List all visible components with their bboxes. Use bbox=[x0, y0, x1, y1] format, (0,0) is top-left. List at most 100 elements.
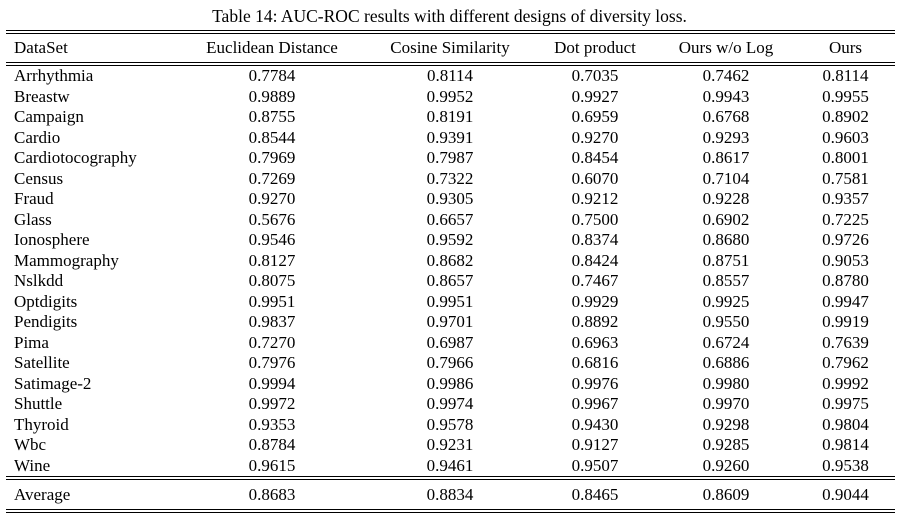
value-cell: 0.9701 bbox=[426, 312, 474, 331]
table-caption: Table 14: AUC-ROC results with different… bbox=[212, 6, 687, 26]
dataset-cell: Mammography bbox=[14, 250, 119, 270]
value-cell: 0.9976 bbox=[571, 373, 619, 393]
value-cell: 0.9430 bbox=[571, 414, 619, 434]
value-cell: 0.9994 bbox=[248, 373, 296, 393]
table-row-arrhythmia: Arrhythmia 0.7784 0.8114 0.7035 0.7462 0.8114 bbox=[6, 64, 895, 87]
value-cell: 0.7322 bbox=[426, 168, 474, 188]
value-cell: 0.9929 bbox=[571, 291, 619, 311]
value-cell: 0.7035 bbox=[571, 66, 619, 85]
dataset-cell: Optdigits bbox=[14, 291, 78, 311]
value-cell: 0.9980 bbox=[702, 373, 750, 393]
value-cell: 0.8751 bbox=[702, 250, 750, 270]
dataset-cell: Satimage-2 bbox=[14, 373, 92, 393]
dataset-cell: Cardiotocography bbox=[14, 148, 137, 167]
value-cell: 0.7966 bbox=[426, 353, 474, 372]
value-cell: 0.8114 bbox=[822, 66, 869, 85]
dataset-cell: Pima bbox=[14, 332, 49, 352]
value-cell: 0.7500 bbox=[571, 209, 619, 229]
average-value-cell: 0.8683 bbox=[248, 484, 296, 504]
value-cell: 0.9967 bbox=[571, 394, 619, 413]
dataset-cell: Nslkdd bbox=[14, 271, 64, 290]
value-cell: 0.9357 bbox=[822, 189, 869, 208]
column-header-cosine-similarity: Cosine Similarity bbox=[390, 38, 510, 57]
dataset-cell: Ionosphere bbox=[14, 230, 90, 249]
value-cell: 0.9972 bbox=[248, 394, 296, 413]
table-row-shuttle: Shuttle 0.9972 0.9974 0.9967 0.9970 0.9975 bbox=[6, 394, 895, 415]
value-cell: 0.9837 bbox=[248, 312, 296, 331]
value-cell: 0.7104 bbox=[702, 168, 750, 188]
dataset-cell: Fraud bbox=[14, 189, 54, 208]
value-cell: 0.8454 bbox=[571, 148, 619, 167]
table-row-satellite: Satellite 0.7976 0.7966 0.6816 0.6886 0.7962 bbox=[6, 353, 895, 374]
value-cell: 0.8374 bbox=[571, 230, 619, 249]
value-cell: 0.7784 bbox=[248, 66, 296, 85]
value-cell: 0.6657 bbox=[426, 209, 474, 229]
value-cell: 0.6987 bbox=[426, 332, 474, 352]
average-row: Average 0.8683 0.8834 0.8465 0.8609 0.9044 bbox=[6, 478, 895, 511]
value-cell: 0.8424 bbox=[571, 250, 619, 270]
average-value-cell: 0.8609 bbox=[702, 484, 750, 504]
value-cell: 0.6070 bbox=[571, 168, 619, 188]
value-cell: 0.9889 bbox=[248, 86, 296, 106]
table-row-thyroid: Thyroid 0.9353 0.9578 0.9430 0.9298 0.9804 bbox=[6, 415, 895, 436]
dataset-cell: Shuttle bbox=[14, 394, 63, 413]
table-footer: Average 0.8683 0.8834 0.8465 0.8609 0.9044 bbox=[6, 478, 895, 511]
value-cell: 0.7269 bbox=[248, 168, 296, 188]
dataset-cell: Census bbox=[14, 168, 64, 188]
value-cell: 0.9974 bbox=[426, 394, 474, 413]
table-row-mammography: Mammography 0.8127 0.8682 0.8424 0.8751 0.905… bbox=[6, 251, 895, 272]
header-row: DataSet Euclidean Distance Cosine Similari… bbox=[6, 32, 895, 64]
dataset-cell: Arrhythmia bbox=[14, 66, 94, 85]
value-cell: 0.9228 bbox=[702, 189, 750, 208]
value-cell: 0.8544 bbox=[248, 127, 296, 147]
value-cell: 0.9305 bbox=[426, 189, 474, 208]
column-header-ours: Ours bbox=[828, 38, 863, 57]
value-cell: 0.7467 bbox=[571, 271, 619, 290]
value-cell: 0.9538 bbox=[822, 455, 869, 475]
value-cell: 0.8902 bbox=[822, 107, 869, 126]
value-cell: 0.9952 bbox=[426, 86, 474, 106]
value-cell: 0.9270 bbox=[571, 127, 619, 147]
value-cell: 0.7462 bbox=[702, 66, 750, 85]
table-row-glass: Glass 0.5676 0.6657 0.7500 0.6902 0.7225 bbox=[6, 210, 895, 231]
value-cell: 0.9943 bbox=[702, 86, 750, 106]
dataset-cell: Cardio bbox=[14, 127, 61, 147]
value-cell: 0.8682 bbox=[426, 250, 474, 270]
table-row-satimage-2: Satimage-2 0.9994 0.9986 0.9976 0.9980 0.9992 bbox=[6, 374, 895, 395]
value-cell: 0.8191 bbox=[426, 107, 474, 126]
value-cell: 0.9927 bbox=[571, 86, 619, 106]
value-cell: 0.6768 bbox=[702, 107, 750, 126]
value-cell: 0.9231 bbox=[426, 435, 474, 454]
table-row-optdigits: Optdigits 0.9951 0.9951 0.9929 0.9925 0.9947 bbox=[6, 292, 895, 313]
value-cell: 0.8780 bbox=[822, 271, 869, 290]
value-cell: 0.9270 bbox=[248, 189, 296, 208]
table-row-pima: Pima 0.7270 0.6987 0.6963 0.6724 0.7639 bbox=[6, 333, 895, 354]
value-cell: 0.9298 bbox=[702, 414, 750, 434]
value-cell: 0.8657 bbox=[426, 271, 474, 290]
column-header-dataset: DataSet bbox=[14, 38, 68, 57]
column-header-dot-product: Dot product bbox=[554, 38, 636, 57]
value-cell: 0.7969 bbox=[248, 148, 296, 167]
value-cell: 0.8114 bbox=[426, 66, 474, 85]
table-row-wine: Wine 0.9615 0.9461 0.9507 0.9260 0.9538 bbox=[6, 456, 895, 479]
value-cell: 0.9951 bbox=[426, 291, 474, 311]
table-header: DataSet Euclidean Distance Cosine Similari… bbox=[6, 32, 895, 64]
dataset-cell: Thyroid bbox=[14, 414, 69, 434]
value-cell: 0.6886 bbox=[702, 353, 750, 372]
value-cell: 0.8680 bbox=[702, 230, 750, 249]
value-cell: 0.9127 bbox=[571, 435, 619, 454]
value-cell: 0.9919 bbox=[822, 312, 869, 331]
dataset-cell: Glass bbox=[14, 209, 52, 229]
average-value-cell: 0.8834 bbox=[426, 484, 474, 504]
value-cell: 0.9615 bbox=[248, 455, 296, 475]
value-cell: 0.9986 bbox=[426, 373, 474, 393]
value-cell: 0.9951 bbox=[248, 291, 296, 311]
value-cell: 0.9975 bbox=[822, 394, 869, 413]
value-cell: 0.8001 bbox=[822, 148, 869, 167]
dataset-cell: Campaign bbox=[14, 107, 84, 126]
table-row-cardiotocography: Cardiotocography 0.7969 0.7987 0.8454 0.8617… bbox=[6, 148, 895, 169]
value-cell: 0.9578 bbox=[426, 414, 474, 434]
value-cell: 0.9992 bbox=[822, 373, 869, 393]
value-cell: 0.9947 bbox=[822, 291, 869, 311]
dataset-cell: Wbc bbox=[14, 435, 47, 454]
